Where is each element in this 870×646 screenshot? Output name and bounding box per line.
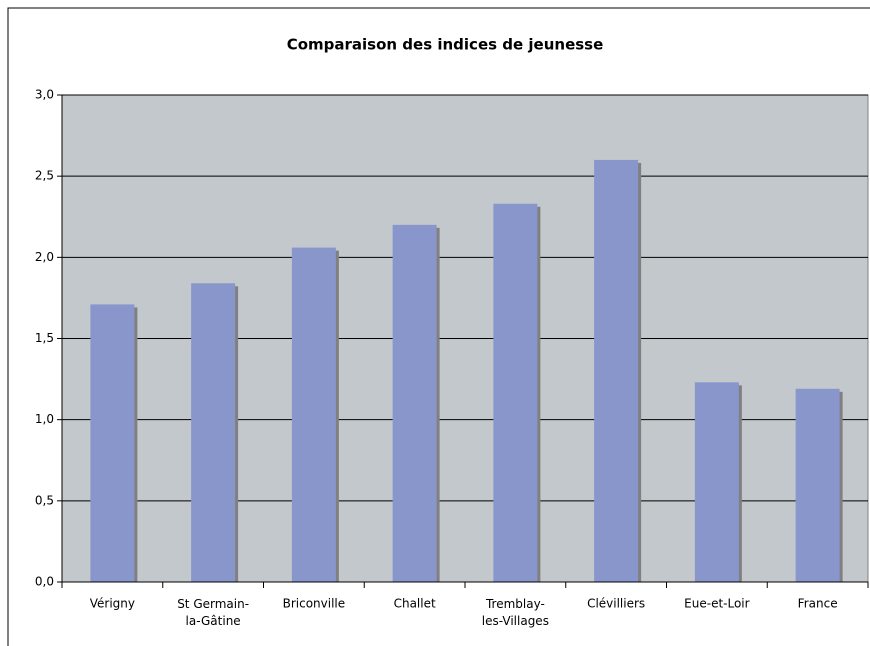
bar	[594, 159, 639, 582]
y-tick-label: 1,0	[35, 412, 54, 426]
chart-title: Comparaison des indices de jeunesse	[287, 36, 604, 54]
x-tick-label: Vérigny	[90, 597, 135, 611]
bar	[795, 388, 840, 582]
x-tick-label: France	[798, 597, 838, 611]
y-tick-label: 2,5	[35, 169, 54, 183]
x-tick-label: St Germain-la-Gâtine	[177, 597, 249, 628]
bar	[191, 283, 236, 582]
x-tick-label: Challet	[394, 597, 436, 611]
x-tick-label: Briconville	[283, 597, 346, 611]
x-tick-label: Eue-et-Loir	[684, 597, 749, 611]
bar	[90, 304, 135, 582]
y-tick-label: 2,0	[35, 250, 54, 264]
y-tick-label: 0,0	[35, 575, 54, 589]
bar	[694, 382, 739, 582]
x-tick-label: Clévilliers	[587, 597, 645, 611]
x-tick-label: Tremblay-les-Villages	[482, 597, 549, 628]
bar	[291, 247, 336, 583]
bar	[392, 224, 437, 582]
bar	[493, 203, 538, 582]
y-tick-label: 0,5	[35, 493, 54, 507]
y-tick-label: 3,0	[35, 88, 54, 102]
y-tick-label: 1,5	[35, 331, 54, 345]
